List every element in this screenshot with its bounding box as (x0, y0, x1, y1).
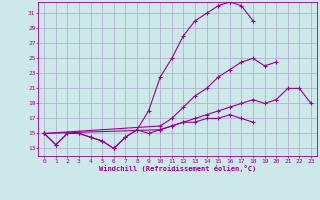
X-axis label: Windchill (Refroidissement éolien,°C): Windchill (Refroidissement éolien,°C) (99, 165, 256, 172)
